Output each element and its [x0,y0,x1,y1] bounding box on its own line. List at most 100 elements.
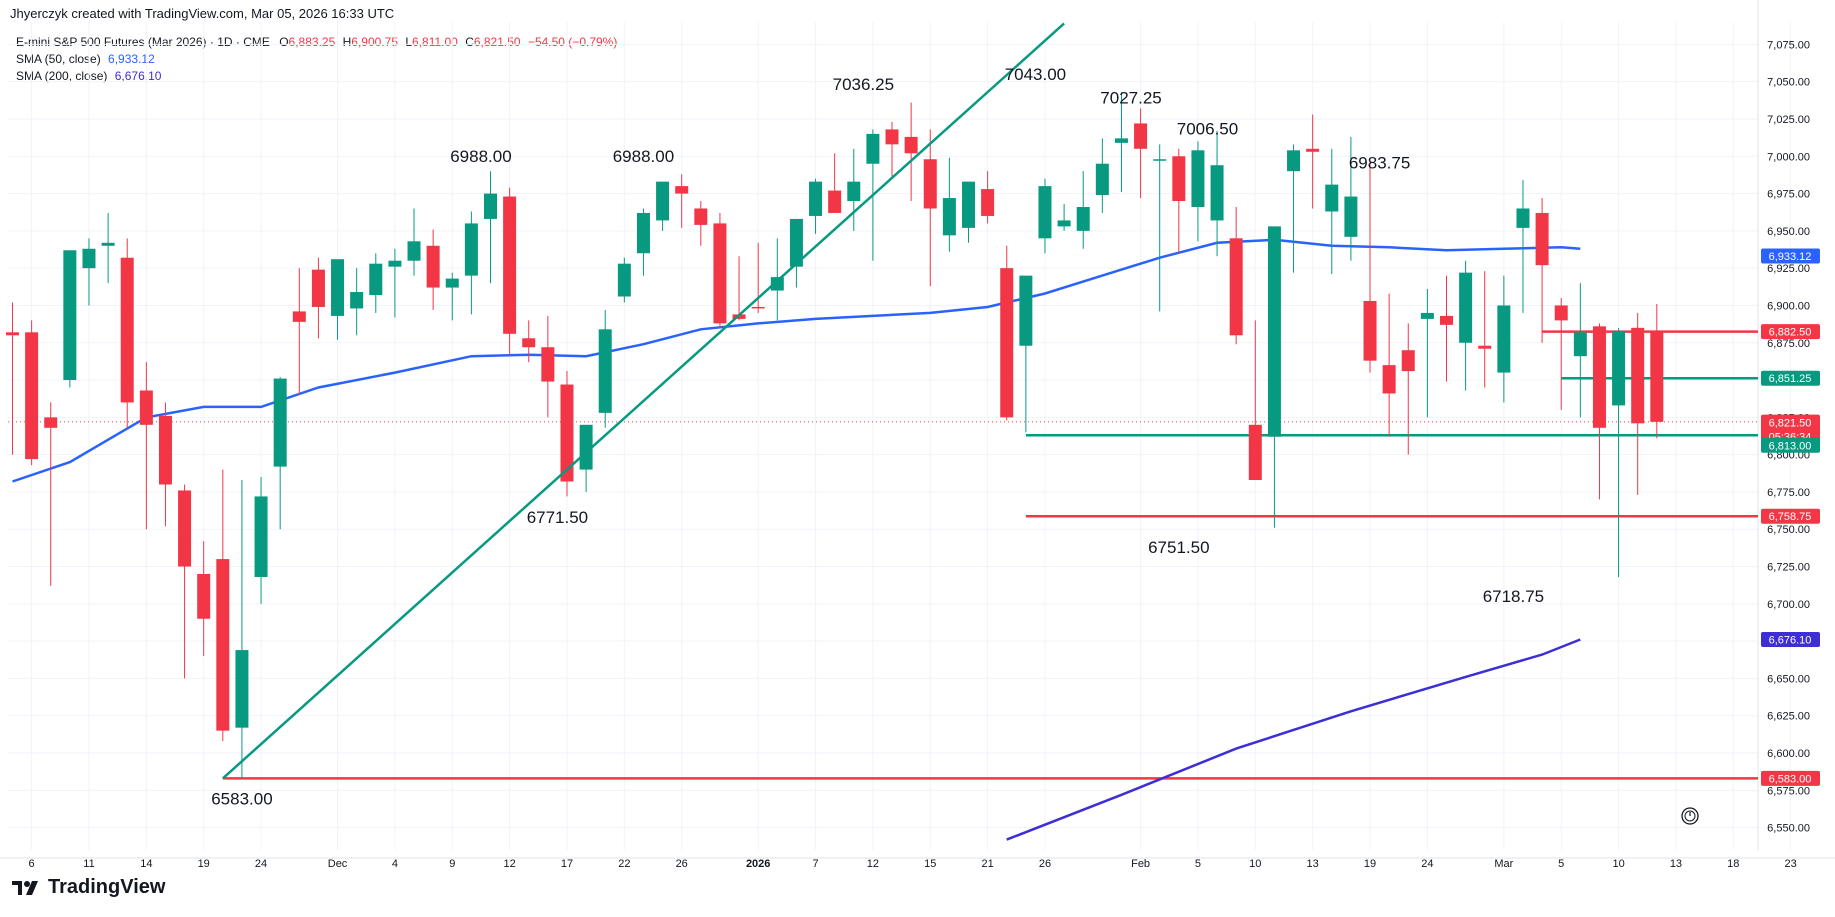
candle [464,211,478,315]
candle-body [713,223,727,324]
candle-body [139,390,153,425]
brand-name: TradingView [48,876,166,898]
x-tick-label: 14 [140,858,152,870]
x-tick-label: Mar [1494,858,1513,870]
x-tick-label: 9 [449,858,455,870]
candle [1287,144,1301,273]
candle [331,259,345,340]
candle-body [1229,238,1243,336]
candle [1114,92,1128,193]
candle [1344,136,1358,261]
candle [503,187,517,355]
candle-body [770,277,784,291]
candle [847,148,861,231]
sma200-legend-row[interactable]: SMA (200, close) 6,676.10 [16,68,617,85]
candle [617,257,631,303]
candle [82,238,96,306]
ohlc-open: O6,883.25 [279,35,335,49]
symbol-legend-row[interactable]: E-mini S&P 500 Futures (Mar 2026) · 1D ·… [16,34,617,51]
candle-body [809,181,823,216]
y-tick-label: 6,925.00 [1767,263,1810,275]
candle-body [636,212,650,254]
candle-body [503,196,517,334]
candle [426,229,440,310]
candle-body [350,292,364,309]
candle [120,238,134,428]
candle-body [273,378,287,467]
candle [292,268,306,395]
candle-body [1459,272,1473,343]
candle [1592,323,1606,500]
candle-body [1554,305,1568,321]
candle-body [1134,123,1148,149]
candle-body [1592,326,1606,428]
x-tick-label: 4 [392,858,398,870]
candle [885,121,899,179]
candle [1440,275,1453,382]
candle [235,480,249,779]
y-tick-label: 6,975.00 [1767,189,1810,201]
candle [139,362,153,530]
y-tick-label: 7,025.00 [1767,114,1810,126]
y-tick-label: 6,950.00 [1767,226,1810,238]
candle-body [120,257,134,403]
high-value: 6,900.75 [351,35,398,49]
candle [1401,323,1415,455]
candle [158,402,172,527]
candle [1554,298,1568,410]
candle [178,484,192,679]
candle [1038,178,1052,254]
candle-body [1401,350,1415,372]
candle-body [962,181,975,228]
candle [675,174,689,228]
high-label: H [342,35,352,49]
candle-body [388,260,402,267]
candle-body [1535,212,1549,266]
candle [311,257,325,339]
candle [1497,275,1511,403]
y-tick-label: 6,600.00 [1767,748,1810,760]
price-tag: 6,882.50 [1761,324,1820,340]
tradingview-brand[interactable]: TradingView [12,876,165,899]
candle-body [1516,208,1530,228]
candle [1076,171,1090,249]
sma50-value: 6,933.12 [108,52,155,66]
x-tick-label: 13 [1670,858,1682,870]
candle-body [541,347,555,382]
candle-body [369,263,383,296]
x-tick-label: 10 [1249,858,1261,870]
candle-body [1019,275,1033,346]
price-annotation: 7006.50 [1177,120,1238,139]
candle-body [484,193,497,219]
candle [1478,271,1492,388]
candle-body [1363,300,1377,361]
candle [904,102,918,202]
candle-body [617,263,631,297]
candle [44,402,58,586]
candle-body [1650,330,1664,422]
y-tick-label: 6,575.00 [1767,785,1810,797]
candle-body [981,189,995,216]
candle [694,201,708,246]
candle [1057,204,1071,231]
trend-line [221,22,1065,780]
close-value: 6,821.50 [473,35,521,49]
x-tick-label: 13 [1307,858,1319,870]
candle [1573,283,1587,418]
candle-body [464,223,478,276]
x-tick-label: 12 [867,858,879,870]
price-tag: 6,758.75 [1761,508,1820,524]
x-tick-label: 24 [1421,858,1433,870]
candle-body [1000,268,1014,418]
open-label: O [279,35,289,49]
sma50-legend-row[interactable]: SMA (50, close) 6,933.12 [16,51,617,68]
x-tick-label: 10 [1612,858,1624,870]
ohlc-close: C6,821.50 [465,35,520,49]
candle [407,208,421,276]
candle [25,320,39,466]
price-annotation: 7043.00 [1005,65,1066,84]
candle-body [331,259,345,316]
candle-body [789,218,803,267]
candle [484,171,497,284]
